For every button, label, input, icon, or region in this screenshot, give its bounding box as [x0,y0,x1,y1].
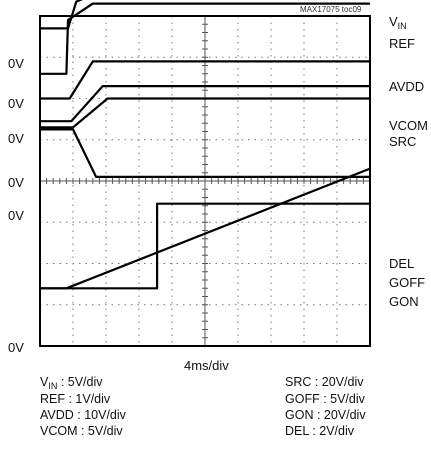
trace-goff [40,128,370,178]
label-gon: GON [389,294,419,309]
label-vin: VIN [389,14,407,31]
scale-goff: GOFF : 5V/div [285,392,365,406]
zero-label-vcom: 0V [8,175,24,190]
scale-del: DEL : 2V/div [285,424,355,438]
trace-ref [40,2,370,75]
x-axis-label: 4ms/div [184,358,229,373]
scale-avdd: AVDD : 10V/div [40,408,126,422]
trace-gon [40,202,370,290]
figure-id: MAX17075 toc09 [300,5,362,14]
label-del: DEL [389,256,415,271]
plot-frame [39,15,371,347]
scale-ref: REF : 1V/div [40,392,111,406]
trace-vin [40,0,83,30]
zero-label-avdd: 0V [8,131,24,146]
scale-gon: GON : 20V/div [285,408,366,422]
label-ref: REF [389,36,415,51]
scale-src: SRC : 20V/div [285,375,364,389]
trace-src [40,97,370,129]
scale-vcom: VCOM : 5V/div [40,424,123,438]
zero-label-vin: 0V [8,56,24,71]
zero-label-src: 0V [8,208,24,223]
label-vcom: VCOM [389,118,428,133]
zero-label-bottom: 0V [8,340,24,355]
zero-label-ref: 0V [8,96,24,111]
trace-del [40,167,371,290]
label-avdd: AVDD [389,79,425,94]
trace-vcom [40,84,370,123]
plot-grid [39,15,371,347]
label-goff: GOFF [389,275,426,290]
plot-traces [40,0,371,290]
scale-vin: VIN : 5V/div [40,375,103,391]
trace-avdd [40,60,370,100]
label-src: SRC [389,134,417,149]
